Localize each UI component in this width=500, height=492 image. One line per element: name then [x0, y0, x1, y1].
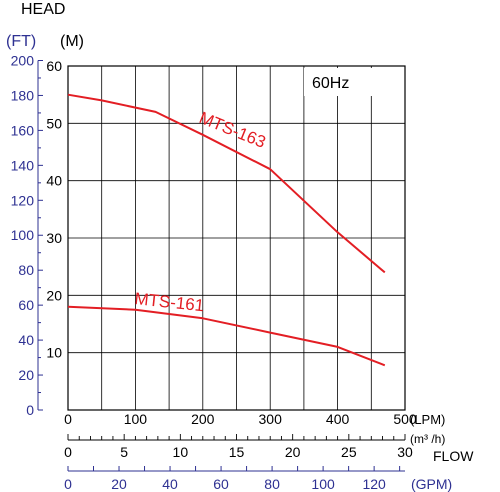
x-tick-lpm: 300 — [259, 411, 283, 427]
x-tick-gpm: 80 — [264, 476, 280, 492]
x-tick-gpm: 0 — [64, 476, 72, 492]
y-axis-ft: 0 20 40 60 80 100 120 140 160 180 200 — [11, 52, 43, 418]
series-line-mts-163 — [67, 93, 386, 274]
y-tick-ft: 40 — [18, 332, 34, 348]
y-tick-ft: 200 — [11, 52, 35, 68]
x-tick-m3h: 25 — [341, 444, 357, 460]
x-tick-lpm: 500 — [393, 411, 417, 427]
y-tick-m: 10 — [46, 345, 62, 361]
x-tick-m3h: 5 — [120, 444, 128, 460]
y-tick-ft: 120 — [11, 192, 35, 208]
x-tick-lpm: 0 — [64, 411, 72, 427]
head-title: HEAD — [21, 1, 65, 18]
x-tick-gpm: 20 — [111, 476, 127, 492]
x-axis-lpm: 0 100 200 300 400 500(LPM) — [64, 411, 445, 427]
x-axis-m3h: 0 5 10 15 20 25 30(m³ /h) — [64, 432, 445, 460]
series-line-mts-161 — [67, 305, 386, 367]
x-tick-m3h: 0 — [64, 444, 72, 460]
x-tick-lpm: 200 — [191, 411, 215, 427]
m-unit-label: (M) — [60, 33, 84, 50]
y-tick-m: 30 — [46, 230, 62, 246]
x-tick-gpm: 60 — [213, 476, 229, 492]
y-tick-m: 20 — [46, 287, 62, 303]
flow-title: FLOW — [433, 448, 474, 464]
x-axis-gpm: 0 20 40 60 80 100 120 (GPM) — [64, 466, 452, 492]
y-tick-ft: 160 — [11, 122, 35, 138]
x-tick-gpm: 40 — [162, 476, 178, 492]
x-tick-lpm: 400 — [326, 411, 350, 427]
y-tick-ft: 60 — [18, 297, 34, 313]
y-tick-ft: 80 — [18, 262, 34, 278]
plot-frame — [67, 65, 406, 411]
grid — [68, 66, 405, 410]
y-axis-m: 10 20 30 40 50 60 — [46, 58, 62, 361]
x-tick-m3h: 15 — [229, 444, 245, 460]
series-label-mts-163: MTS-163 — [197, 108, 269, 152]
y-tick-ft: 20 — [18, 367, 34, 383]
y-tick-m: 40 — [46, 173, 62, 189]
x-unit-lpm: (LPM) — [410, 412, 445, 427]
y-tick-ft: 180 — [11, 87, 35, 103]
x-tick-lpm: 100 — [124, 411, 148, 427]
x-tick-m3h: 10 — [173, 444, 189, 460]
x-tick-m3h: 20 — [285, 444, 301, 460]
y-tick-ft: 100 — [11, 227, 35, 243]
x-tick-m3h: 30 — [397, 444, 413, 460]
y-tick-ft: 140 — [11, 157, 35, 173]
x-unit-m3h: (m³ /h) — [410, 432, 445, 446]
y-tick-m: 60 — [46, 58, 62, 74]
y-tick-ft: 0 — [26, 402, 34, 418]
frequency-label: 60Hz — [312, 75, 349, 92]
ft-unit-label: (FT) — [6, 33, 36, 50]
x-tick-gpm: 100 — [311, 476, 335, 492]
x-unit-gpm: (GPM) — [411, 476, 452, 492]
x-tick-gpm: 120 — [362, 476, 386, 492]
y-tick-m: 50 — [46, 115, 62, 131]
frequency-box — [304, 68, 382, 96]
